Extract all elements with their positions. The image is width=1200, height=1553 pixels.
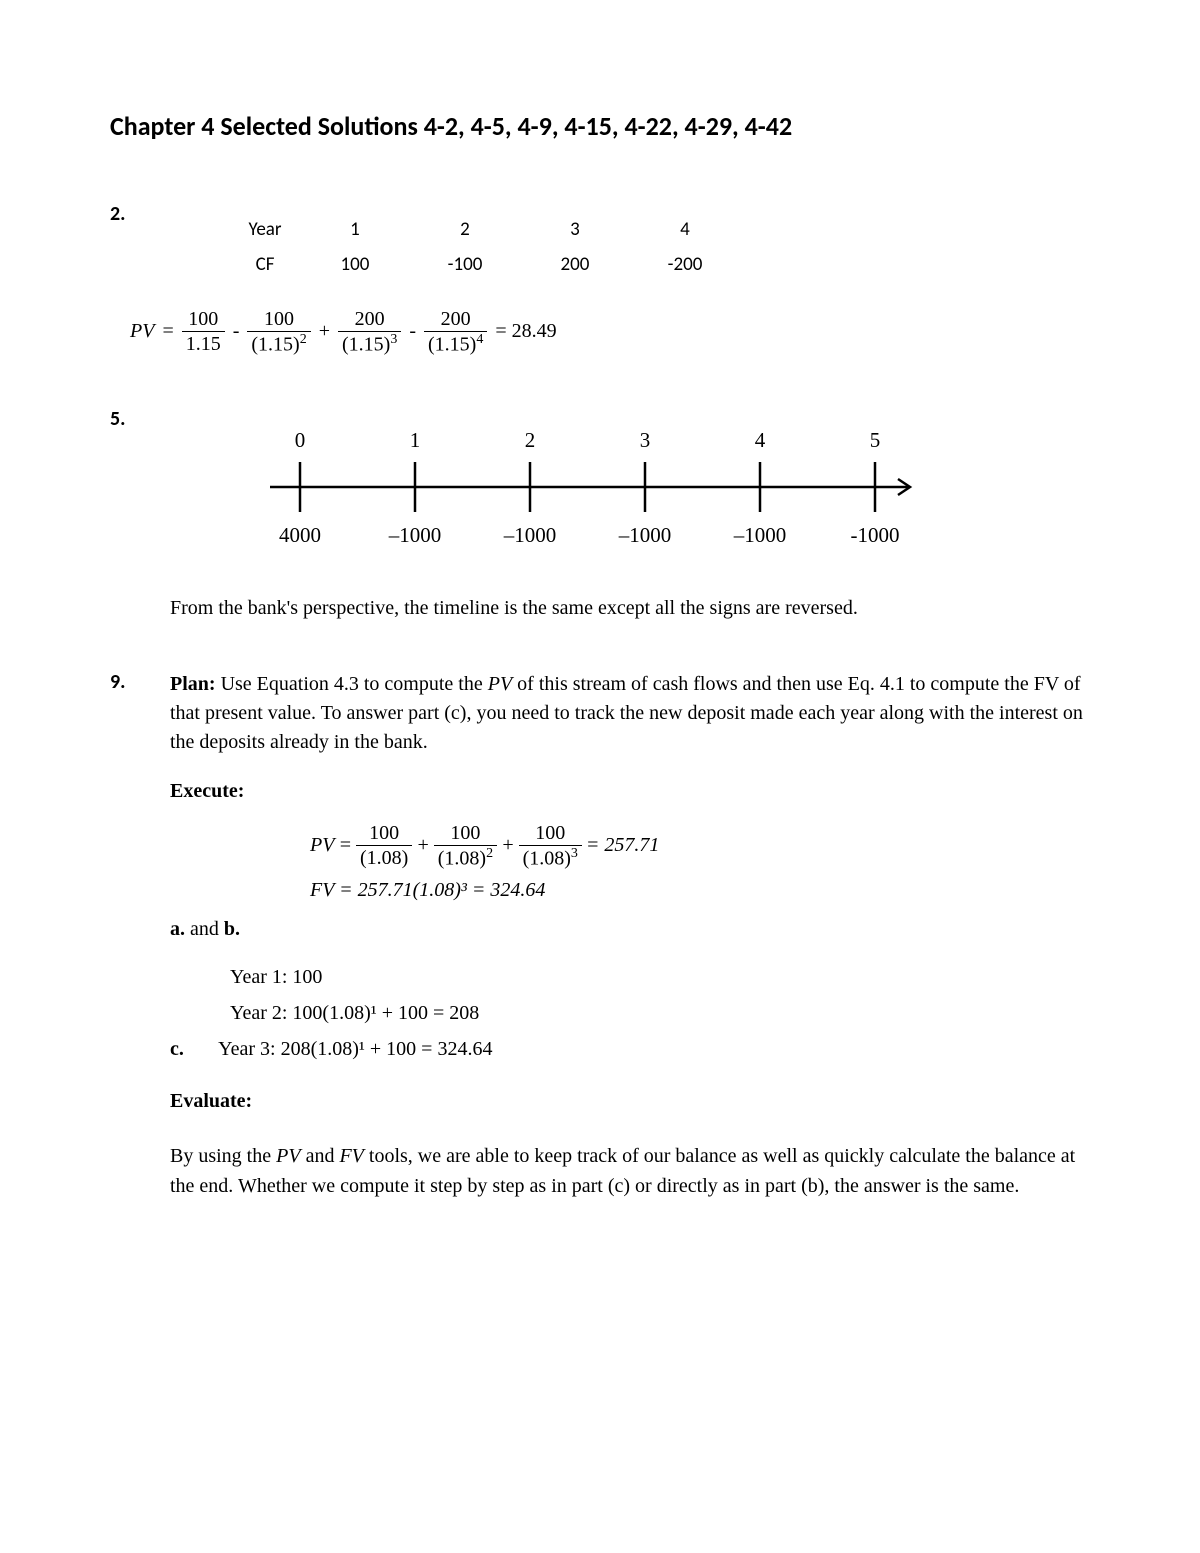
eq-den: (1.08)2 bbox=[434, 846, 497, 871]
problem-5-note: From the bank's perspective, the timelin… bbox=[170, 597, 1090, 620]
part-c-label: c. bbox=[170, 1038, 184, 1060]
table-cell: 2 bbox=[410, 212, 520, 247]
tl-bottom: –1000 bbox=[388, 523, 442, 547]
eq-lhs: PV bbox=[130, 320, 154, 343]
and-text: and bbox=[190, 918, 224, 940]
year-2-line: Year 2: 100(1.08)¹ + 100 = 208 bbox=[230, 995, 1090, 1031]
problem-9: 9. Plan: Use Equation 4.3 to compute the… bbox=[110, 670, 1090, 1202]
tl-top: 3 bbox=[640, 428, 651, 452]
table-cell: 4 bbox=[630, 212, 740, 247]
eq-result: = 28.49 bbox=[491, 320, 560, 343]
plan-text: Use Equation 4.3 to compute the PV of th… bbox=[170, 673, 1083, 753]
eq-num: 100 bbox=[519, 821, 582, 846]
eq-den: (1.15)4 bbox=[424, 332, 487, 357]
execute-label: Execute: bbox=[170, 777, 1090, 806]
pv-fv-equations: PV = 100(1.08) + 100(1.08)2 + 100(1.08)3… bbox=[310, 821, 1090, 906]
problem-2: 2. Year 1 2 3 4 CF 100 -100 200 bbox=[110, 202, 1090, 357]
problem-5: 5. bbox=[110, 407, 1090, 620]
problem-number: 2. bbox=[110, 202, 170, 226]
problem-number: 5. bbox=[110, 407, 170, 431]
tl-top: 2 bbox=[525, 428, 536, 452]
eq-result: = 257.71 bbox=[586, 831, 660, 860]
tl-top: 1 bbox=[410, 428, 421, 452]
eq-num: 100 bbox=[434, 821, 497, 846]
table-cell: 1 bbox=[300, 212, 410, 247]
tl-bottom: -1000 bbox=[851, 523, 900, 547]
eq-den: (1.08)3 bbox=[519, 846, 582, 871]
eq-num: 200 bbox=[424, 307, 487, 332]
fv-equation: FV = 257.71(1.08)³ = 324.64 bbox=[310, 876, 545, 905]
part-a-label: a. bbox=[170, 918, 190, 940]
table-cell: 200 bbox=[520, 247, 630, 282]
eq-den: 1.15 bbox=[182, 332, 225, 356]
eq-den: (1.15)3 bbox=[338, 332, 401, 357]
cashflow-table: Year 1 2 3 4 CF 100 -100 200 -200 bbox=[230, 212, 740, 282]
eq-lhs: PV bbox=[310, 831, 334, 860]
table-cell: -100 bbox=[410, 247, 520, 282]
tl-top: 5 bbox=[870, 428, 881, 452]
table-cell: 100 bbox=[300, 247, 410, 282]
eq-num: 100 bbox=[182, 307, 225, 332]
pv-equation: PV = 1001.15 - 100(1.15)2 + 200(1.15)3 -… bbox=[130, 307, 1090, 357]
tl-bottom: –1000 bbox=[618, 523, 672, 547]
table-header: Year bbox=[230, 212, 300, 247]
part-b-label: b. bbox=[224, 918, 240, 940]
tl-bottom: –1000 bbox=[733, 523, 787, 547]
tl-top: 0 bbox=[295, 428, 306, 452]
tl-bottom: 4000 bbox=[279, 523, 321, 547]
page-title: Chapter 4 Selected Solutions 4-2, 4-5, 4… bbox=[110, 110, 1090, 142]
table-header: CF bbox=[230, 247, 300, 282]
table-cell: -200 bbox=[630, 247, 740, 282]
evaluate-text: By using the PV and FV tools, we are abl… bbox=[170, 1141, 1090, 1201]
problem-number: 9. bbox=[110, 670, 170, 694]
eq-den: (1.15)2 bbox=[247, 332, 310, 357]
plan-label: Plan: bbox=[170, 673, 216, 695]
table-cell: 3 bbox=[520, 212, 630, 247]
eq-num: 100 bbox=[247, 307, 310, 332]
year-3-line: Year 3: 208(1.08)¹ + 100 = 324.64 bbox=[218, 1038, 492, 1060]
evaluate-label: Evaluate: bbox=[170, 1087, 1090, 1116]
year-1-line: Year 1: 100 bbox=[230, 959, 1090, 995]
tl-bottom: –1000 bbox=[503, 523, 557, 547]
timeline-diagram: 0 1 2 3 4 5 4000 –1000 –1000 –1000 –1000… bbox=[230, 417, 930, 557]
eq-den: (1.08) bbox=[356, 846, 412, 870]
eq-num: 100 bbox=[356, 821, 412, 846]
tl-top: 4 bbox=[755, 428, 766, 452]
eq-num: 200 bbox=[338, 307, 401, 332]
